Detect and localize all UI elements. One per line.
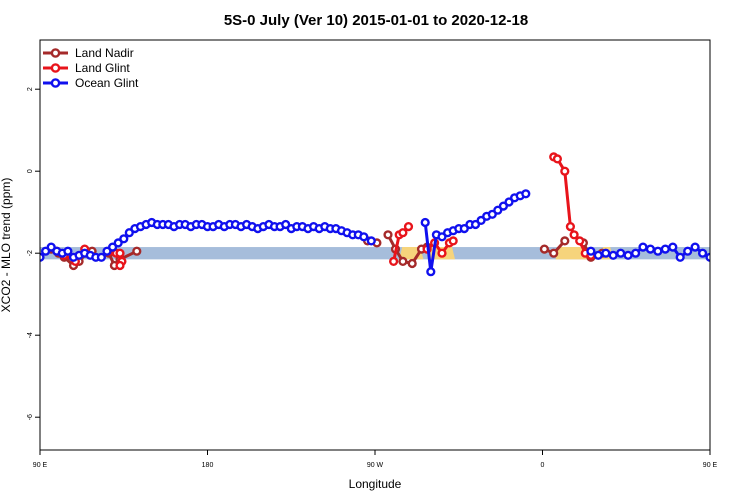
land-nadir-point [539,244,550,254]
ocean-glint-point [63,246,73,256]
ocean-glint-point [359,232,369,242]
ocean-glint-point [729,254,736,261]
y-tick-label: -4 [27,332,34,338]
ocean-glint-point [601,248,611,258]
legend-item-land-nadir: Land Nadir [43,46,134,60]
land-band [555,247,588,260]
land-nadir-point [132,246,142,256]
x-tick-label: 0 [541,462,545,469]
x-tick-label: 90 E [703,462,718,469]
ocean-glint-point [420,217,430,228]
ocean-glint-point [675,252,685,262]
legend-swatch-marker [50,48,61,58]
x-axis-label: Longitude [349,477,402,491]
land-nadir-point [398,256,408,267]
land-glint-point [565,222,576,232]
land-nadir-point [549,248,559,258]
ocean-glint-point [683,246,693,256]
ocean-glint-point [722,252,729,259]
ocean-glint-point [623,250,633,260]
ocean-glint-point [697,248,708,258]
legend-item-land-glint: Land Glint [43,61,130,75]
land-nadir-point [383,230,393,240]
ocean-glint-point [426,267,436,277]
ocean-glint-point [96,252,107,262]
land-glint-point [552,154,563,164]
legend-label: Ocean Glint [75,76,139,90]
y-tick-label: -6 [27,414,34,420]
legend-item-ocean-glint: Ocean Glint [43,76,139,90]
land-glint-point [448,236,458,246]
chart-title: 5S-0 July (Ver 10) 2015-01-01 to 2020-12… [224,12,528,29]
ocean-glint-point [119,234,129,244]
ocean-glint-point [504,197,514,207]
land-glint-point [398,228,408,238]
x-tick-label: 180 [202,462,214,469]
ocean-glint-point [736,252,743,259]
ocean-glint-point [668,242,678,252]
ocean-glint-point [616,248,626,258]
ocean-glint-point [366,236,376,246]
land-glint-point [569,230,579,240]
ocean-glint-point [714,250,721,257]
y-tick-label: 2 [27,87,34,91]
ocean-glint-point [630,248,641,258]
ocean-glint-point [744,248,750,255]
legend-label: Land Nadir [75,46,134,60]
ocean-glint-point [638,242,648,252]
ocean-glint-point [107,242,118,252]
series-ocean-glint [40,189,750,277]
land-glint-point [403,222,414,232]
land-glint-point [115,260,125,271]
x-tick-label: 90 E [33,462,48,469]
ocean-glint-point [586,246,596,256]
legend-label: Land Glint [75,61,130,75]
ocean-glint-point [608,250,618,260]
ocean-glint-point [40,252,45,262]
legend-swatch-marker [50,63,61,73]
land-glint-point [115,248,125,258]
ocean-glint-point [653,246,663,256]
y-axis-label: XCO2 - MLO trend (ppm) [0,178,13,313]
ocean-glint-point [690,242,700,252]
legend-swatch-marker [50,78,61,88]
land-glint-point [560,166,570,176]
land-nadir-point [407,258,417,269]
ocean-glint-point [645,244,656,254]
ocean-glint-point [521,189,531,199]
y-tick-label: -2 [27,250,34,256]
ocean-glint-point [593,250,603,260]
land-glint-point [575,236,585,246]
x-tick-label: 90 W [367,462,384,469]
land-glint-point [389,256,399,267]
land-glint-point [437,248,447,258]
y-tick-label: 0 [27,169,34,173]
ocean-glint-point [660,244,670,254]
land-nadir-point [560,236,570,246]
